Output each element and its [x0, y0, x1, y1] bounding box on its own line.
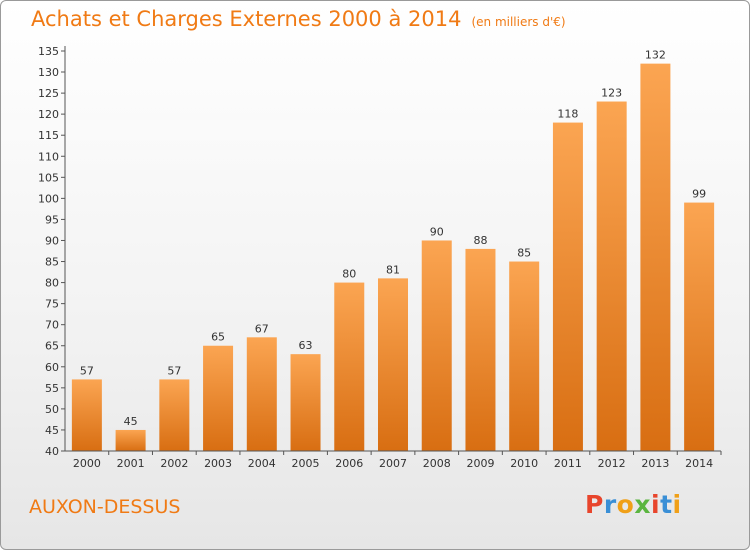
- y-tick-label: 100: [38, 192, 59, 205]
- logo-letter: o: [616, 490, 635, 519]
- title-text: Achats et Charges Externes 2000 à 2014: [31, 7, 462, 31]
- bar: [159, 379, 190, 451]
- bar-value-label: 57: [167, 364, 181, 377]
- bar: [552, 122, 583, 451]
- logo-letter: i: [672, 490, 682, 519]
- bar-value-label: 85: [517, 247, 531, 260]
- bar-value-label: 45: [124, 415, 138, 428]
- bar-value-label: 80: [342, 268, 356, 281]
- bar-value-label: 57: [80, 364, 94, 377]
- x-tick-label: 2004: [248, 457, 276, 470]
- bar: [640, 63, 671, 451]
- y-tick-label: 85: [45, 256, 59, 269]
- bar-value-label: 65: [211, 331, 225, 344]
- bar: [203, 345, 234, 451]
- bar-value-label: 99: [692, 188, 706, 201]
- y-tick-label: 80: [45, 277, 59, 290]
- y-tick-label: 50: [45, 403, 59, 416]
- y-tick-label: 45: [45, 424, 59, 437]
- bar: [71, 379, 102, 451]
- y-tick-label: 40: [45, 445, 59, 458]
- x-tick-label: 2011: [554, 457, 582, 470]
- bar: [115, 429, 146, 451]
- bar: [421, 240, 452, 451]
- bar-value-label: 67: [255, 322, 269, 335]
- bar: [465, 248, 496, 451]
- y-tick-label: 115: [38, 129, 59, 142]
- logo-letter: i: [651, 490, 661, 519]
- logo-letter: t: [660, 490, 673, 519]
- y-tick-label: 60: [45, 361, 59, 374]
- bar: [684, 202, 715, 451]
- y-tick-label: 135: [38, 45, 59, 58]
- bar: [290, 354, 321, 451]
- x-tick-label: 2012: [598, 457, 626, 470]
- chart-title: Achats et Charges Externes 2000 à 2014 (e…: [31, 7, 566, 31]
- bar-value-label: 90: [430, 225, 444, 238]
- bar-value-label: 63: [299, 339, 313, 352]
- x-tick-label: 2008: [423, 457, 451, 470]
- bar-value-label: 123: [601, 87, 622, 100]
- proxiti-logo[interactable]: Proxiti: [585, 490, 682, 519]
- x-tick-label: 2002: [160, 457, 188, 470]
- bar-value-label: 81: [386, 263, 400, 276]
- commune-name: AUXON-DESSUS: [29, 496, 181, 518]
- x-tick-label: 2003: [204, 457, 232, 470]
- bar: [378, 278, 408, 451]
- x-tick-label: 2010: [510, 457, 538, 470]
- x-tick-label: 2001: [117, 457, 145, 470]
- x-tick-label: 2007: [379, 457, 407, 470]
- logo-letter: P: [585, 490, 604, 519]
- y-axis: 40 45 50 55 60 65 70 75 80 85 90 95 100 105 110 115 120 1…: [38, 45, 66, 458]
- x-tick-label: 2013: [641, 457, 669, 470]
- logo-letter: r: [603, 490, 617, 519]
- y-tick-label: 130: [38, 66, 59, 79]
- logo-letter: x: [634, 490, 651, 519]
- bar: [509, 261, 540, 451]
- y-tick-label: 105: [38, 171, 59, 184]
- bar: [246, 337, 277, 451]
- x-tick-label: 2000: [73, 457, 101, 470]
- y-tick-label: 90: [45, 234, 59, 247]
- x-axis: 2000 2001 2002 2003 2004 2005 2006 2007 2008 2009…: [65, 450, 722, 470]
- y-tick-label: 75: [45, 298, 59, 311]
- bar-value-label: 132: [645, 49, 666, 62]
- chart-subtitle: (en milliers d'€): [471, 15, 566, 29]
- x-tick-label: 2005: [292, 457, 320, 470]
- bar-value-label: 118: [557, 108, 578, 121]
- y-tick-label: 125: [38, 87, 59, 100]
- x-tick-label: 2009: [466, 457, 494, 470]
- x-tick-label: 2014: [685, 457, 713, 470]
- bars: 57 45 57 65 67 63 80 81 90 88 85 118 123 132 99: [71, 49, 715, 452]
- bar: [334, 282, 365, 451]
- y-tick-label: 95: [45, 213, 59, 226]
- bar: [596, 101, 627, 452]
- y-tick-label: 120: [38, 108, 59, 121]
- y-tick-label: 70: [45, 319, 59, 332]
- y-tick-label: 65: [45, 340, 59, 353]
- x-tick-label: 2006: [335, 457, 363, 470]
- y-tick-label: 110: [38, 150, 59, 163]
- y-tick-label: 55: [45, 382, 59, 395]
- bar-value-label: 88: [473, 234, 487, 247]
